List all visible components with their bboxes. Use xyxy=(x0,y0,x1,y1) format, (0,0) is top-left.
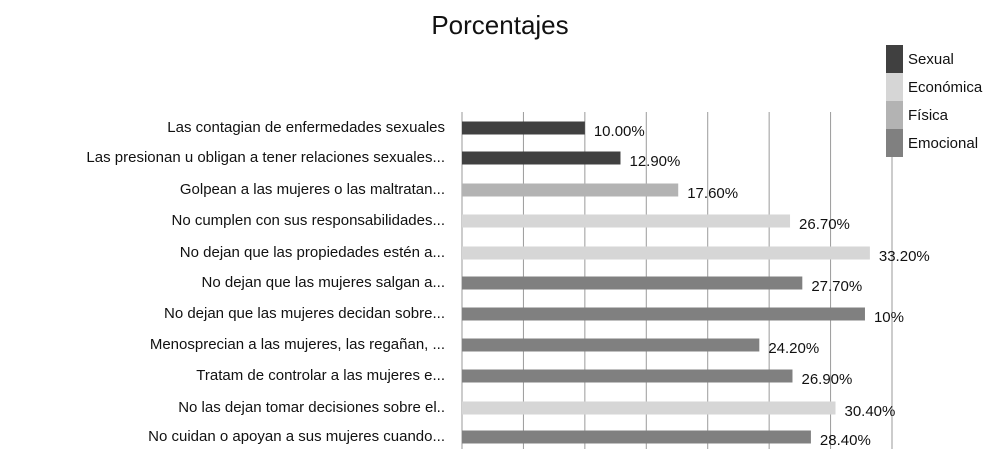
category-label: No dejan que las mujeres salgan a... xyxy=(202,274,445,291)
bar xyxy=(462,214,791,228)
bar xyxy=(462,338,760,352)
bar xyxy=(462,369,793,383)
category-label: No las dejan tomar decisiones sobre el.. xyxy=(178,399,445,416)
bar xyxy=(462,246,870,260)
category-label: No dejan que las propiedades estén a... xyxy=(180,244,445,261)
category-label: Golpean a las mujeres o las maltratan... xyxy=(180,181,445,198)
category-label: Menosprecian a las mujeres, las regañan,… xyxy=(150,336,445,353)
category-label: Las contagian de enfermedades sexuales xyxy=(167,119,445,136)
legend-label: Emocional xyxy=(908,135,978,152)
bar xyxy=(462,276,803,290)
bar xyxy=(462,121,585,135)
category-label: No cumplen con sus responsabilidades... xyxy=(172,212,446,229)
legend-swatch xyxy=(886,45,903,73)
legend-label: Económica xyxy=(908,79,983,96)
value-label: 26.70% xyxy=(799,216,850,233)
value-label: 27.70% xyxy=(811,278,862,295)
legend-label: Sexual xyxy=(908,51,954,68)
value-label: 17.60% xyxy=(687,185,738,202)
chart-title: Porcentajes xyxy=(431,10,568,40)
legend-label: Física xyxy=(908,107,949,124)
value-label: 33.20% xyxy=(879,248,930,265)
legend-swatch xyxy=(886,129,903,157)
legend-swatch xyxy=(886,73,903,101)
value-label: 28.40% xyxy=(820,432,871,449)
category-label: No dejan que las mujeres decidan sobre..… xyxy=(164,305,445,322)
value-label: 30.40% xyxy=(844,403,895,420)
value-label: 10% xyxy=(874,309,904,326)
value-label: 12.90% xyxy=(629,153,680,170)
bar xyxy=(462,401,836,415)
category-label: No cuidan o apoyan a sus mujeres cuando.… xyxy=(148,428,445,445)
category-label: Las presionan u obligan a tener relacion… xyxy=(86,149,445,166)
category-label: Tratam de controlar a las mujeres e... xyxy=(196,367,445,384)
bar xyxy=(462,307,865,321)
bar xyxy=(462,430,811,444)
value-label: 26.90% xyxy=(801,371,852,388)
value-label: 10.00% xyxy=(594,123,645,140)
legend-swatch xyxy=(886,101,903,129)
bar xyxy=(462,151,621,165)
value-label: 24.20% xyxy=(768,340,819,357)
bar xyxy=(462,183,679,197)
